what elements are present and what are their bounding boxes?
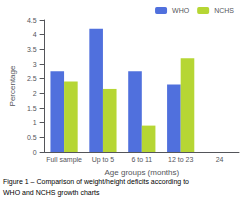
svg-text:4: 4 [33,31,37,38]
svg-text:2.5: 2.5 [27,75,37,82]
svg-text:3.5: 3.5 [27,46,37,53]
svg-text:NCHS: NCHS [214,7,234,14]
svg-text:WHO and NCHS growth charts: WHO and NCHS growth charts [3,189,100,197]
svg-text:4.5: 4.5 [27,17,37,24]
svg-text:Figure 1 – Comparison of weigh: Figure 1 – Comparison of weight/height d… [3,178,189,186]
svg-text:1.5: 1.5 [27,105,37,112]
svg-text:0: 0 [33,149,37,156]
svg-text:12 to 23: 12 to 23 [168,156,193,163]
svg-text:0.5: 0.5 [27,134,37,141]
svg-text:2: 2 [33,90,37,97]
svg-text:Age groups (months): Age groups (months) [104,168,179,177]
svg-text:WHO: WHO [172,7,190,14]
svg-text:Full sample: Full sample [46,156,82,164]
svg-text:Percentage: Percentage [8,65,17,106]
svg-text:3: 3 [33,61,37,68]
svg-text:6 to 11: 6 to 11 [131,156,152,163]
svg-text:24: 24 [216,156,224,163]
svg-text:Up to 5: Up to 5 [92,156,115,164]
svg-text:1: 1 [33,119,37,126]
